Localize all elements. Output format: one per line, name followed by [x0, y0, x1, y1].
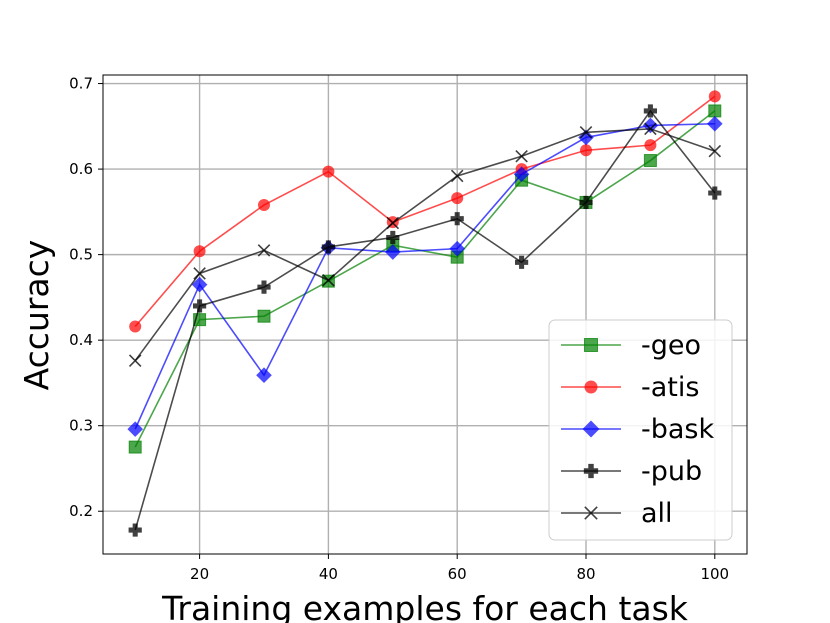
data-point [322, 165, 335, 178]
legend-marker [584, 506, 598, 520]
data-point [515, 255, 529, 269]
series-line [134, 109, 716, 531]
plot-area-frame [102, 74, 748, 555]
legend-entry: -atis [561, 372, 699, 403]
data-point [128, 440, 142, 454]
legend-label: -pub [641, 456, 702, 487]
data-point [707, 115, 723, 132]
data-point [449, 240, 465, 257]
legend-entry: -pub [561, 456, 702, 487]
data-point [708, 186, 722, 200]
series-all [128, 122, 722, 367]
series-bask [127, 115, 723, 437]
x-tick-label: 60 [448, 565, 467, 583]
legend-marker [584, 338, 598, 352]
legend-marker [584, 380, 598, 394]
data-point [257, 280, 271, 294]
data-point [708, 90, 721, 103]
grid-lines [103, 75, 747, 554]
legend-box [548, 319, 733, 541]
data-point [644, 122, 657, 136]
data-point [579, 195, 593, 210]
x-tick-label: 40 [319, 565, 338, 583]
data-point [385, 244, 401, 260]
data-point [191, 276, 208, 293]
data-point [386, 230, 400, 245]
legend-label: all [641, 498, 673, 529]
x-tick-label: 20 [190, 565, 209, 583]
data-point [193, 267, 206, 280]
y-tick-label: 0.3 [69, 417, 93, 435]
series-line [134, 128, 716, 362]
data-point [386, 216, 400, 230]
data-point [129, 320, 142, 333]
data-point [708, 144, 722, 158]
data-point [579, 126, 593, 139]
x-axis-label: Training examples for each task [161, 589, 689, 623]
series-line [134, 122, 715, 430]
series-line [134, 95, 716, 327]
data-point [643, 104, 657, 118]
data-point [257, 309, 271, 323]
data-point [515, 149, 528, 163]
data-point [128, 354, 142, 367]
data-point [257, 244, 271, 257]
data-point [450, 169, 464, 183]
y-tick-label: 0.7 [69, 75, 93, 93]
data-point [321, 240, 335, 254]
data-point [643, 154, 657, 168]
data-point [642, 117, 659, 134]
legend-entry: all [561, 498, 673, 529]
series-layer [127, 90, 723, 537]
legend-entry: -bask [561, 414, 714, 445]
y-tick-label: 0.2 [69, 502, 93, 520]
series-pub [128, 104, 722, 537]
x-tick-label: 80 [576, 565, 595, 583]
x-tick-label: 100 [700, 565, 729, 583]
y-tick-label: 0.5 [69, 246, 93, 264]
data-point [258, 199, 270, 212]
legend-label: -atis [641, 372, 699, 403]
data-point [580, 144, 592, 157]
data-point [193, 245, 206, 258]
legend-marker [582, 420, 600, 438]
y-tick-label: 0.4 [69, 331, 93, 349]
y-tick-label: 0.6 [69, 160, 93, 178]
data-point [708, 104, 722, 118]
data-point [513, 166, 530, 183]
axis-ticks: 20 40 60 80 100 0.2 0.3 0.4 0.5 0.6 0.7 [69, 75, 729, 583]
data-point [644, 139, 657, 152]
data-point [128, 523, 142, 537]
data-point [578, 129, 594, 146]
series-line [134, 110, 716, 448]
y-axis-label: Accuracy [17, 240, 56, 391]
legend: -geo -atis -bask -pub all [548, 319, 733, 541]
data-point [193, 299, 207, 313]
legend-entry: -geo [561, 330, 701, 361]
legend-label: -geo [641, 330, 701, 361]
data-point [322, 274, 335, 287]
legend-label: -bask [641, 414, 714, 445]
data-point [127, 421, 143, 437]
data-point [256, 367, 272, 384]
data-point [451, 192, 464, 205]
legend-marker [583, 463, 599, 479]
data-point [450, 212, 464, 226]
